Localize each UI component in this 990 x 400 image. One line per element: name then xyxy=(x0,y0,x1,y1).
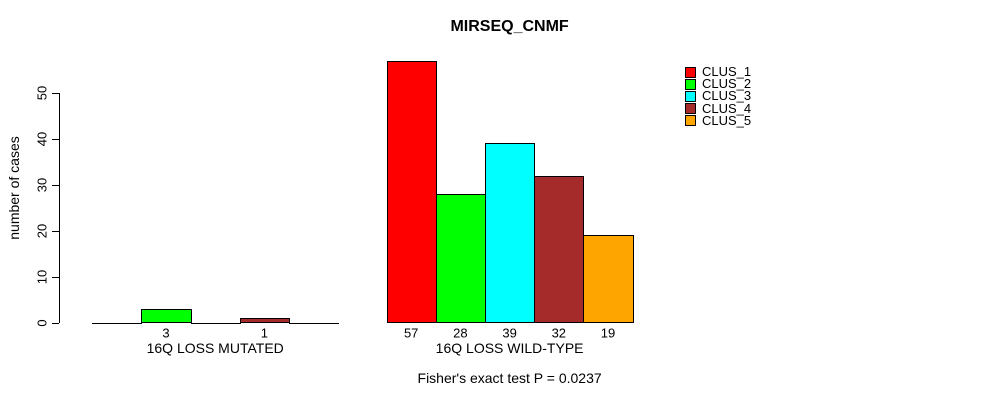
legend-row-clus_2: CLUS_2 xyxy=(685,76,752,92)
legend-label-clus_3: CLUS_3 xyxy=(702,88,752,104)
legend-label-clus_4: CLUS_4 xyxy=(702,100,752,116)
y-tick-50 xyxy=(52,92,59,94)
group-label-wild-type: 16Q LOSS WILD-TYPE xyxy=(435,340,584,356)
y-tick-label-40: 40 xyxy=(34,131,50,146)
zero-bar-clus_3-group1 xyxy=(190,322,241,324)
y-tick-10 xyxy=(52,276,59,278)
y-tick-0 xyxy=(52,322,59,324)
y-tick-40 xyxy=(52,138,59,140)
bar-value-label-clus_4-group2: 32 xyxy=(551,325,567,341)
bar-value-label-clus_5-group2: 19 xyxy=(600,325,616,341)
y-tick-label-30: 30 xyxy=(34,177,50,192)
group-label-mutated: 16Q LOSS MUTATED xyxy=(146,340,284,356)
bar-value-label-clus_4-group1: 1 xyxy=(260,325,269,341)
bar-clus_3-group2 xyxy=(485,143,536,323)
y-tick-20 xyxy=(52,230,59,232)
legend-label-clus_2: CLUS_2 xyxy=(702,76,752,92)
bar-value-label-clus_3-group2: 39 xyxy=(502,325,517,341)
legend-row-clus_1: CLUS_1 xyxy=(685,64,752,80)
bar-clus_5-group2 xyxy=(583,235,634,323)
fisher-test-caption: Fisher's exact test P = 0.0237 xyxy=(417,370,602,386)
bar-clus_4-group2 xyxy=(534,175,585,323)
y-axis-line xyxy=(59,92,60,323)
zero-bar-clus_1-group1 xyxy=(92,322,143,324)
bar-value-label-clus_1-group2: 57 xyxy=(403,325,419,341)
y-tick-label-20: 20 xyxy=(34,223,50,238)
y-tick-label-50: 50 xyxy=(34,85,50,100)
bar-clus_1-group2 xyxy=(386,60,437,323)
legend-label-clus_1: CLUS_1 xyxy=(702,64,752,80)
legend-swatch-clus_3 xyxy=(685,90,696,102)
legend: CLUS_1 CLUS_2 CLUS_3 CLUS_4 CLUS_5 xyxy=(685,64,752,128)
bar-value-label-clus_2-group1: 3 xyxy=(162,325,170,341)
legend-swatch-clus_1 xyxy=(685,66,696,78)
chart-title: MIRSEQ_CNMF xyxy=(450,18,569,35)
bar-clus_2-group1 xyxy=(141,308,192,323)
legend-row-clus_5: CLUS_5 xyxy=(685,112,752,128)
bar-clus_4-group1 xyxy=(239,318,290,323)
legend-swatch-clus_5 xyxy=(685,115,696,127)
y-tick-30 xyxy=(52,184,59,186)
y-tick-label-10: 10 xyxy=(34,269,50,284)
legend-swatch-clus_4 xyxy=(685,103,696,115)
bar-clus_2-group2 xyxy=(435,193,486,323)
legend-row-clus_4: CLUS_4 xyxy=(685,100,752,116)
zero-bar-clus_5-group1 xyxy=(289,322,340,324)
y-axis-label: number of cases xyxy=(6,136,22,240)
legend-row-clus_3: CLUS_3 xyxy=(685,88,752,104)
bar-value-label-clus_2-group2: 28 xyxy=(453,325,468,341)
legend-label-clus_5: CLUS_5 xyxy=(702,112,752,128)
legend-swatch-clus_2 xyxy=(685,78,696,90)
y-tick-label-0: 0 xyxy=(34,319,50,327)
